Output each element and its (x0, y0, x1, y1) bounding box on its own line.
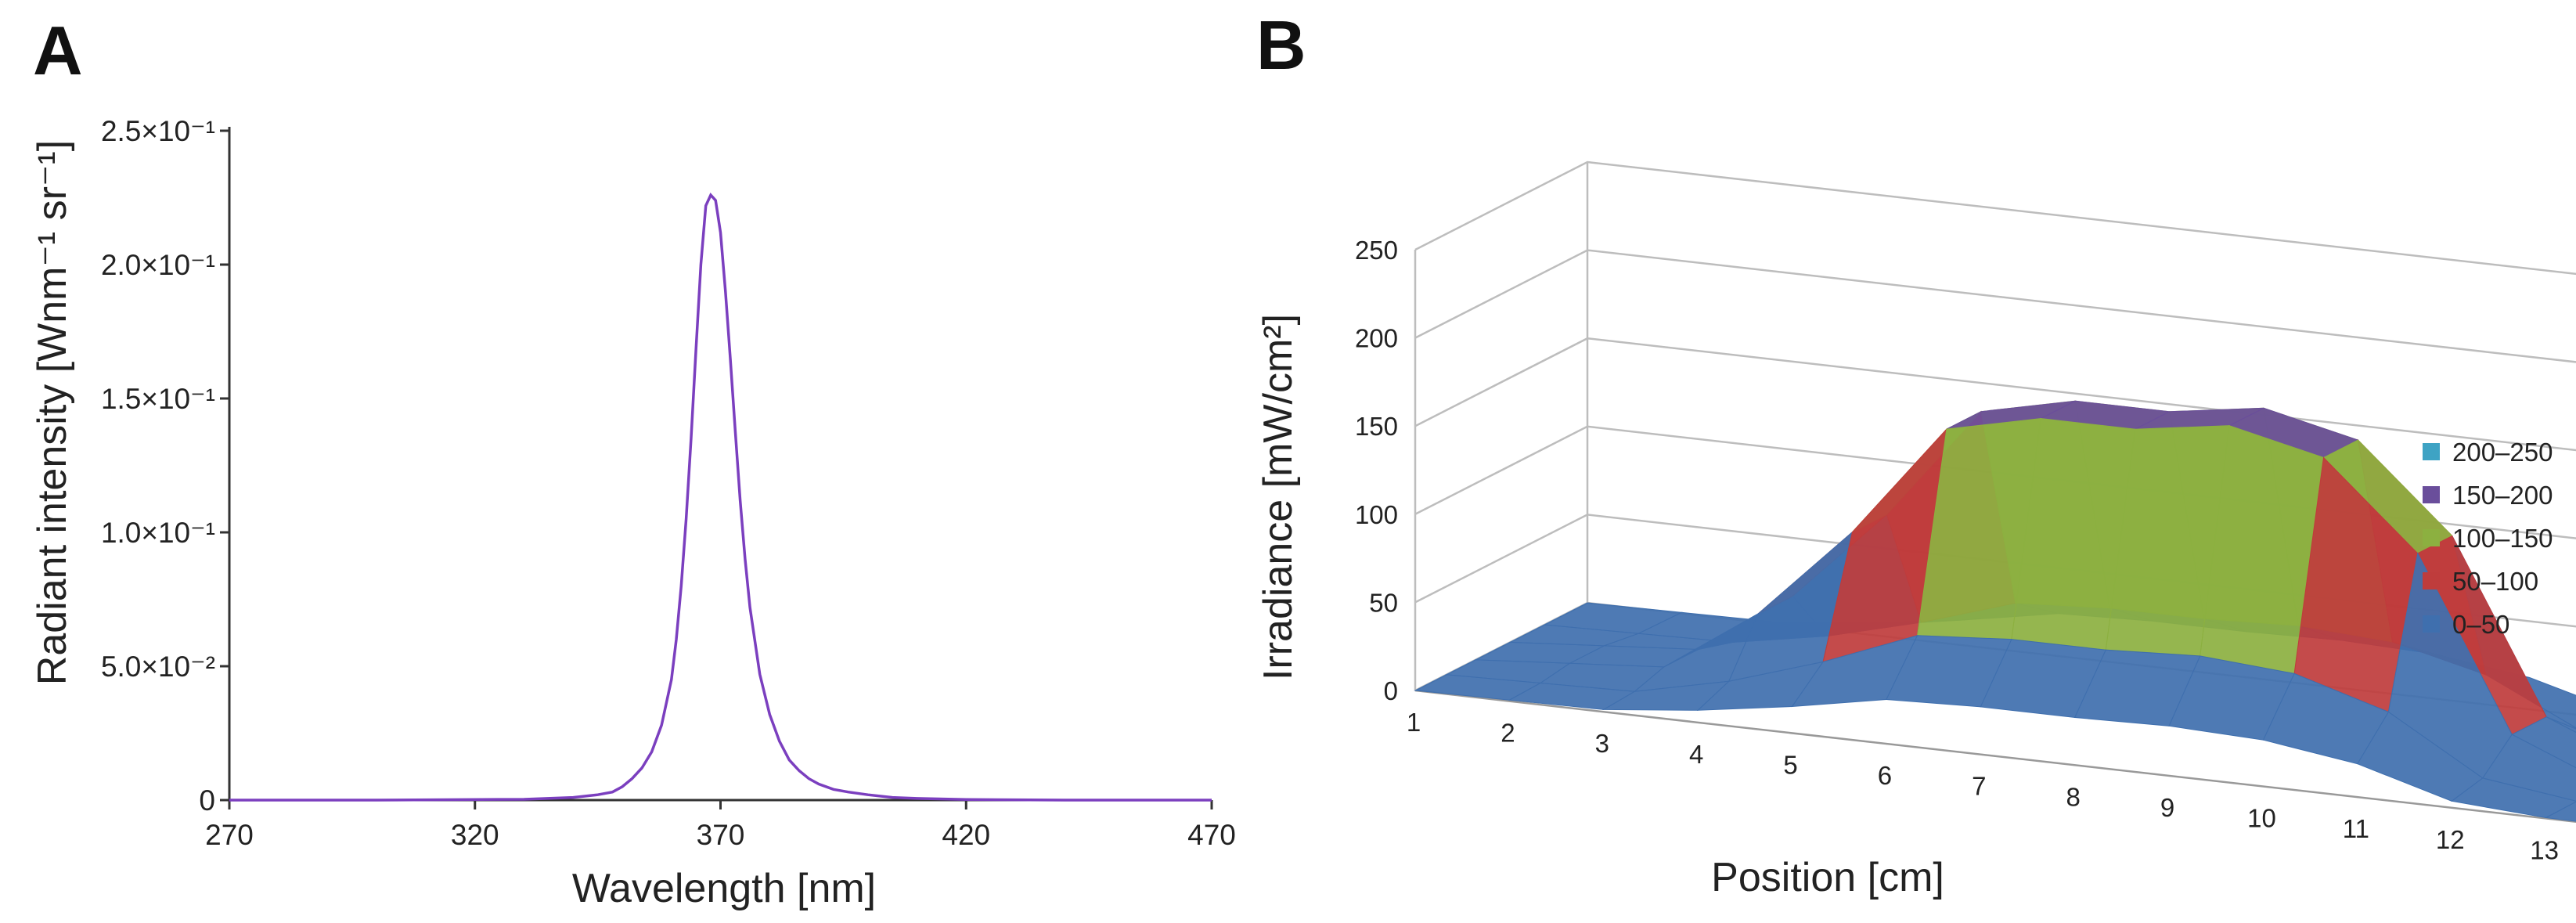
panel-b-surface (1414, 400, 2576, 822)
panel-b-legend-swatch (2423, 529, 2440, 546)
panel-b-x-tick-label: 6 (1878, 761, 1892, 790)
panel-a-line-chart: 0 5.0×10⁻² 1.0×10⁻¹ 1.5×10⁻¹ 2.0×10⁻¹ 2.5×10⁻… (30, 115, 1236, 911)
panel-a-y-axis-title: Radiant intensity [Wnm⁻¹ sr⁻¹] (30, 140, 75, 685)
panel-b-z-tick-label: 150 (1355, 412, 1398, 441)
panel-a-y-tick-label: 5.0×10⁻² (101, 651, 215, 683)
panel-b-x-ticks: 1234567891011121314 (1407, 708, 2559, 864)
panel-b-legend-swatch (2423, 572, 2440, 589)
panel-a-x-axis-title: Wavelength [nm] (572, 866, 876, 911)
panel-b-x-tick-label: 8 (2066, 782, 2081, 811)
panel-b-legend-label: 100–150 (2452, 524, 2553, 553)
panel-b-x-tick-label: 4 (1689, 740, 1703, 769)
panel-b-legend-label: 150–200 (2452, 481, 2553, 510)
panel-b-legend-label: 50–100 (2452, 567, 2538, 596)
panel-b-x-tick-label: 10 (2247, 804, 2276, 833)
panel-b-z-ticks: 0 50 100 150 200 250 (1355, 236, 1398, 705)
panel-a-y-tick-label: 0 (199, 784, 215, 817)
panel-b-legend-label: 0–50 (2452, 610, 2509, 639)
panel-a-y-ticks: 0 5.0×10⁻² 1.0×10⁻¹ 1.5×10⁻¹ 2.0×10⁻¹ 2.5×10⁻… (101, 115, 229, 817)
panel-b-z-tick-label: 100 (1355, 500, 1398, 529)
panel-b-z-tick-label: 200 (1355, 324, 1398, 353)
panel-b-legend-label: 200–250 (2452, 438, 2553, 467)
panel-a-x-tick-label: 470 (1187, 819, 1236, 851)
panel-b-x-tick-label: 12 (2436, 825, 2465, 854)
panel-b-x-tick-label: 3 (1595, 729, 1609, 758)
panel-b-surface-facet (2544, 801, 2576, 822)
panel-b-z-tick-label: 50 (1369, 588, 1398, 617)
panel-a-x-tick-label: 270 (205, 819, 254, 851)
panel-b-z-tick-label: 250 (1355, 236, 1398, 265)
panel-b-letter: B (1256, 6, 1306, 84)
panel-b-x-axis-line (1414, 689, 2576, 823)
panel-a-letter: A (33, 12, 83, 89)
panel-a-y-tick-label: 2.5×10⁻¹ (101, 115, 215, 147)
panel-a-y-tick-label: 1.5×10⁻¹ (101, 383, 215, 415)
panel-b-x-tick-label: 5 (1783, 750, 1797, 779)
panel-b-x-tick-label: 9 (2160, 793, 2174, 822)
panel-a-x-tick-label: 420 (942, 819, 990, 851)
panel-a-x-tick-label: 320 (451, 819, 499, 851)
panel-b-x-tick-label: 13 (2530, 835, 2559, 864)
panel-b-x-axis-title: Position [cm] (1711, 855, 1944, 900)
panel-b-surface-facet (2450, 777, 2576, 819)
panel-b-x-tick-label: 7 (1972, 772, 1986, 801)
panel-b-z-tick-label: 0 (1384, 676, 1398, 705)
panel-b-gridline (1414, 160, 2576, 276)
panel-a-y-tick-label: 2.0×10⁻¹ (101, 249, 215, 281)
panel-b-x-tick-label: 2 (1501, 719, 1515, 748)
panel-a-y-tick-label: 1.0×10⁻¹ (101, 517, 215, 549)
panel-b-x-tick-label: 1 (1407, 708, 1421, 737)
panel-a-x-tick-label: 370 (697, 819, 745, 851)
panel-b-legend-swatch (2423, 486, 2440, 503)
panel-a-spectrum-line (229, 192, 1212, 802)
panel-b-legend: 200–250 150–200 100–150 50–100 0–50 (2423, 438, 2553, 639)
panel-b-x-tick-label: 11 (2343, 814, 2369, 843)
panel-b-legend-swatch (2423, 615, 2440, 633)
panel-b-y-axis-title: Irradiance [mW/cm²] (1256, 314, 1301, 680)
panel-b-gridline (1414, 249, 2576, 363)
panel-a-x-ticks: 270 320 370 420 470 (205, 800, 1236, 851)
panel-b-legend-swatch (2423, 443, 2440, 460)
